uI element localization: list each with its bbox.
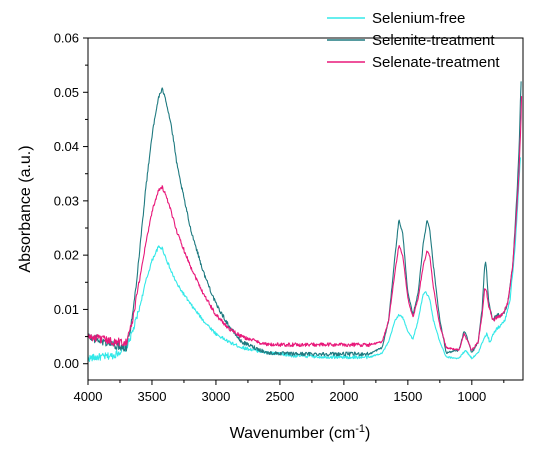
plot-area-frame [87,37,524,381]
legend-label: Selenate-treatment [372,54,500,71]
x-axis-ticks: 4000 3500 3000 2500 2000 1500 1000 [74,380,505,404]
series-line-3 [87,96,523,352]
x-tick-label: 3500 [138,389,167,404]
x-tick-label: 2500 [265,389,294,404]
series-line-2 [87,81,522,357]
x-axis-title: Wavenumber (cm-1) [230,423,371,442]
x-axis-title-superscript: -1 [355,423,365,435]
y-tick-label: 0.00 [54,356,79,371]
y-axis-title: Absorbance (a.u.) [17,145,34,272]
x-axis-title-main: Wavenumber (cm [230,425,356,442]
x-tick-label: 1000 [457,389,486,404]
x-tick-label: 3000 [201,389,230,404]
plot-lines [87,81,523,362]
series-line-1 [87,157,521,362]
x-tick-label: 2000 [329,389,358,404]
x-tick-label: 4000 [74,389,103,404]
legend: Selenium-free Selenite-treatment Selenate-… [327,10,500,71]
legend-label: Selenite-treatment [372,32,495,49]
y-tick-label: 0.02 [54,248,79,263]
x-axis-title-end: ) [365,425,370,442]
y-tick-label: 0.04 [54,139,79,154]
y-tick-label: 0.05 [54,85,79,100]
x-tick-label: 1500 [393,389,422,404]
y-tick-label: 0.01 [54,302,79,317]
y-axis-ticks: 0.00 0.01 0.02 0.03 0.04 0.05 0.06 [54,31,88,371]
y-tick-label: 0.06 [54,31,79,46]
legend-label: Selenium-free [372,10,465,27]
y-tick-label: 0.03 [54,193,79,208]
